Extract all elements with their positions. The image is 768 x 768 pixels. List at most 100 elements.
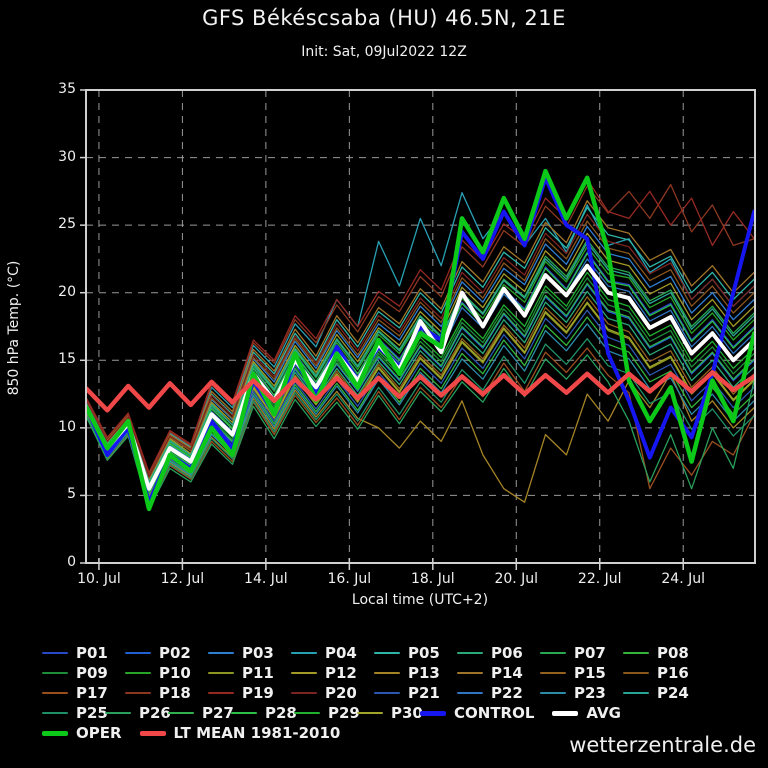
legend-item-P22: P22 [457, 684, 540, 702]
legend-marker [105, 712, 131, 714]
x-tick-label: 18. Jul [410, 571, 455, 587]
series-OPER [86, 168, 755, 512]
legend-label: CONTROL [454, 704, 535, 722]
legend-label: P10 [159, 664, 191, 682]
legend-label: P17 [76, 684, 108, 702]
legend-item-P03: P03 [208, 644, 291, 662]
legend-item-P29: P29 [294, 704, 360, 722]
legend-marker [208, 672, 234, 674]
legend-item-OPER: OPER [42, 724, 122, 742]
legend-item-P13: P13 [374, 664, 457, 682]
legend-label: P15 [574, 664, 606, 682]
legend-marker [42, 692, 68, 694]
legend-label: OPER [76, 724, 122, 742]
legend-label: P04 [325, 644, 357, 662]
legend-label: P06 [491, 644, 523, 662]
legend-item-P27: P27 [168, 704, 234, 722]
legend-item-P05: P05 [374, 644, 457, 662]
y-tick-label: 20 [58, 283, 76, 300]
legend-marker [623, 652, 649, 654]
legend-item-P20: P20 [291, 684, 374, 702]
legend-marker [552, 710, 579, 716]
y-tick-label: 35 [58, 81, 76, 97]
init-subtitle: Init: Sat, 09Jul2022 12Z [301, 44, 467, 60]
legend-label: P14 [491, 664, 523, 682]
legend-label: P25 [76, 704, 108, 722]
series-P24 [86, 242, 755, 483]
legend-label: P24 [657, 684, 689, 702]
legend-item-AVG: AVG [552, 704, 621, 722]
x-tick-label: 14. Jul [244, 571, 288, 587]
legend-label: LT MEAN 1981-2010 [173, 724, 341, 742]
legend-item-P18: P18 [125, 684, 208, 702]
legend-item-P04: P04 [291, 644, 374, 662]
legend-item-P23: P23 [540, 684, 623, 702]
legend-item-P26: P26 [105, 704, 171, 722]
series-LT-MEAN-1981-2010 [86, 370, 755, 413]
legend-label: P20 [325, 684, 357, 702]
series-P17 [86, 347, 755, 507]
legend-item-P19: P19 [208, 684, 291, 702]
y-tick-label: 15 [58, 351, 76, 368]
legend-marker [208, 692, 234, 694]
legend-label: P18 [159, 684, 191, 702]
legend-item-P15: P15 [540, 664, 623, 682]
legend-marker [231, 712, 257, 714]
legend-marker [623, 692, 649, 694]
legend-label: P09 [76, 664, 108, 682]
legend-item-CONTROL: CONTROL [420, 704, 534, 722]
legend-row: P17 P18 P19 P20 P21 P22 P23 P24 [42, 683, 758, 703]
series-P13 [86, 373, 755, 505]
legend-item-P17: P17 [42, 684, 125, 702]
legend-label: P12 [325, 664, 357, 682]
legend-marker [420, 710, 446, 716]
legend-item-P24: P24 [623, 684, 706, 702]
series-P14 [86, 200, 755, 476]
legend-row: P09 P10 P11 P12 P13 P14 P15 P16 [42, 663, 758, 683]
legend-label: P26 [139, 704, 171, 722]
legend-label: P02 [159, 644, 191, 662]
x-axis-label: Local time (UTC+2) [351, 592, 489, 608]
page-title: GFS Békéscsaba (HU) 46.5N, 21E [202, 6, 566, 30]
series-P26 [86, 354, 755, 510]
x-tick-label: 16. Jul [327, 571, 372, 587]
x-tick-label: 10. Jul [77, 571, 121, 587]
legend-item-P02: P02 [125, 644, 208, 662]
legend-marker [291, 692, 317, 694]
legend-row: OPER LT MEAN 1981-2010 [42, 723, 758, 743]
legend-marker [291, 672, 317, 674]
legend-label: P22 [491, 684, 523, 702]
series-P25 [86, 338, 755, 506]
legend-label: P05 [408, 644, 440, 662]
legend-label: P16 [657, 664, 689, 682]
legend: P01 P02 P03 P04 P05 P06 P07 P08 P09 P10 P11 P12 P13 P… [42, 643, 758, 743]
legend-item-P11: P11 [208, 664, 291, 682]
series-P20 [86, 213, 755, 478]
y-tick-label: 0 [67, 554, 76, 570]
legend-label: P21 [408, 684, 440, 702]
y-tick-label: 5 [67, 486, 76, 503]
legend-item-P08: P08 [623, 644, 706, 662]
legend-item-P21: P21 [374, 684, 457, 702]
legend-label: AVG [586, 704, 621, 722]
y-axis-label: 850 hPa Temp. (°C) [6, 260, 22, 396]
legend-item-P01: P01 [42, 644, 125, 662]
legend-marker [623, 672, 649, 674]
legend-row: P25 P26 P27 P28 P29 P30 CONTROL AVG [42, 703, 758, 723]
legend-row: P01 P02 P03 P04 P05 P06 P07 P08 [42, 643, 758, 663]
legend-label: P03 [242, 644, 274, 662]
legend-item-P09: P09 [42, 664, 125, 682]
y-tick-label: 10 [58, 418, 76, 435]
legend-item-P30: P30 [357, 704, 423, 722]
series-P19 [86, 178, 755, 474]
legend-marker [457, 652, 483, 654]
legend-marker [374, 692, 400, 694]
legend-item-P06: P06 [457, 644, 540, 662]
legend-item-LT-MEAN-1981-2010: LT MEAN 1981-2010 [139, 724, 341, 742]
legend-label: P27 [202, 704, 234, 722]
legend-item-P25: P25 [42, 704, 108, 722]
legend-marker [291, 652, 317, 654]
legend-item-P14: P14 [457, 664, 540, 682]
legend-marker [125, 672, 151, 674]
legend-marker [208, 652, 234, 654]
